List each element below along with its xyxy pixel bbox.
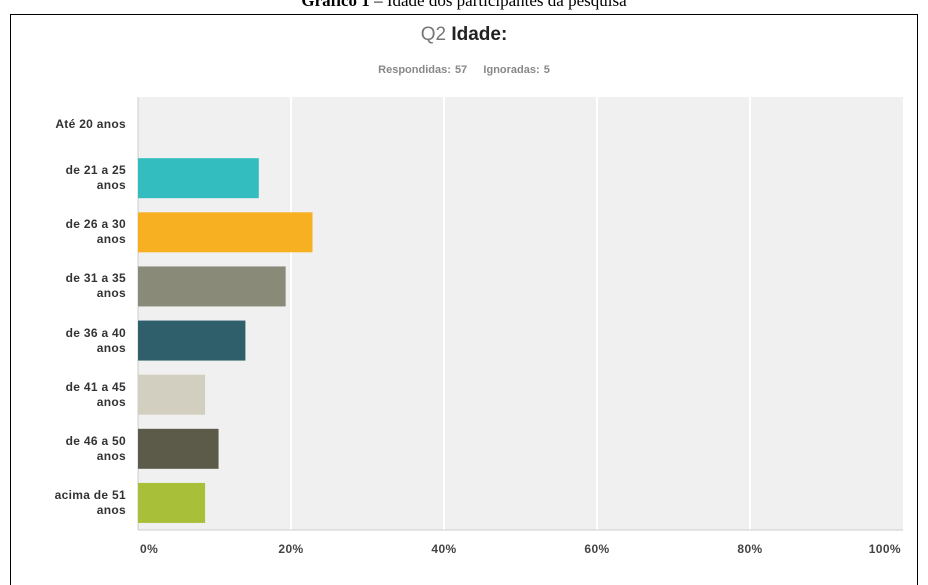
bar bbox=[138, 212, 313, 253]
plot-background bbox=[138, 97, 903, 530]
question-title: Idade: bbox=[451, 24, 508, 45]
y-tick-label: de 26 a 30 anos bbox=[18, 217, 126, 247]
x-tick-label: 40% bbox=[431, 542, 456, 556]
question-number: Q2 bbox=[420, 24, 447, 45]
bar bbox=[138, 428, 219, 469]
category-text: Até 20 anos bbox=[55, 116, 126, 131]
category-text: de 41 a 45 anos bbox=[65, 379, 126, 409]
bar bbox=[138, 158, 259, 199]
answered: Respondidas: 57 bbox=[378, 64, 468, 76]
caption-text: – Idade dos participantes da pesquisa bbox=[374, 0, 627, 10]
category-text: acima de 51 anos bbox=[54, 487, 126, 517]
category-text: de 26 a 30 anos bbox=[65, 217, 126, 247]
skipped: Ignoradas: 5 bbox=[483, 64, 550, 76]
chart: 0% 20% 40% 60% 80% 100% bbox=[137, 97, 903, 556]
x-tick-label: 100% bbox=[869, 542, 901, 556]
x-tick-label: 80% bbox=[737, 542, 762, 556]
y-tick-label: de 41 a 45 anos bbox=[18, 380, 126, 410]
y-tick-label: acima de 51 anos bbox=[18, 488, 126, 518]
y-tick-label: de 31 a 35 anos bbox=[18, 271, 126, 301]
y-tick-label: de 21 a 25 anos bbox=[18, 163, 126, 193]
bar bbox=[138, 320, 246, 361]
frame bbox=[10, 14, 918, 585]
caption: Gráfico 1 – Idade dos participantes da p… bbox=[0, 0, 928, 11]
caption-label: Gráfico 1 bbox=[301, 0, 370, 10]
x-tick-label: 60% bbox=[584, 542, 609, 556]
subtitle: Respondidas: 57 Ignoradas: 5 bbox=[0, 64, 928, 76]
category-text: de 31 a 35 anos bbox=[65, 271, 126, 301]
x-tick-label: 20% bbox=[278, 542, 303, 556]
bar bbox=[138, 374, 206, 415]
category-text: de 36 a 40 anos bbox=[65, 325, 126, 355]
x-tick-label: 0% bbox=[140, 542, 158, 556]
y-tick-label: de 46 a 50 anos bbox=[18, 434, 126, 464]
y-tick-label: Até 20 anos bbox=[18, 117, 126, 132]
category-text: de 21 a 25 anos bbox=[65, 163, 126, 193]
bar bbox=[138, 482, 206, 523]
category-text: de 46 a 50 anos bbox=[65, 433, 126, 463]
bar bbox=[138, 266, 286, 307]
y-tick-label: de 36 a 40 anos bbox=[18, 326, 126, 356]
chart-title: Q2 Idade: bbox=[0, 24, 928, 46]
